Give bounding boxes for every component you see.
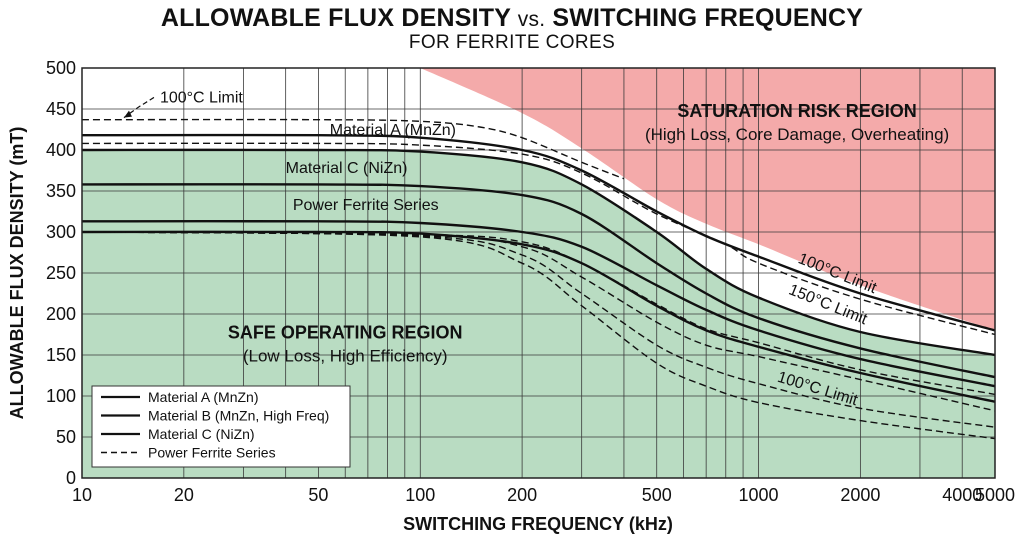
- y-tick-label: 450: [46, 99, 76, 119]
- x-tick-label: 200: [507, 485, 537, 505]
- legend-label: Material C (NiZn): [148, 426, 255, 442]
- saturation-region-title: SATURATION RISK REGION: [677, 101, 916, 121]
- x-tick-label: 100: [405, 485, 435, 505]
- title-vs: vs.: [517, 8, 546, 31]
- curve-annotation: 100°C Limit: [160, 89, 243, 106]
- y-axis-label: ALLOWABLE FLUX DENSITY (mT): [7, 127, 27, 420]
- series-layer: [82, 118, 995, 440]
- x-tick-label: 20: [174, 485, 194, 505]
- x-tick-label: 500: [642, 485, 672, 505]
- curve-annotation: Power Ferrite Series: [293, 197, 439, 214]
- series-line: [82, 231, 995, 440]
- legend: Material A (MnZn) Material B (MnZn, High …: [91, 385, 351, 468]
- y-tick-label: 350: [46, 181, 76, 201]
- legend-label: Material A (MnZn): [148, 389, 258, 405]
- x-tick-label: 50: [308, 485, 328, 505]
- series-line: [82, 118, 625, 180]
- annotation-pointer: [123, 96, 155, 119]
- annotation-arrowhead: [123, 110, 132, 118]
- y-tick-label: 0: [66, 468, 76, 488]
- x-tick-label: 2000: [840, 485, 880, 505]
- series-line: [82, 183, 995, 379]
- title-rest: SWITCHING FREQUENCY: [552, 4, 864, 32]
- y-tick-labels: 0 50 100 150 200 250 300 350 400 450 500: [46, 58, 76, 488]
- y-tick-label: 100: [46, 386, 76, 406]
- y-tick-label: 250: [46, 263, 76, 283]
- chart-title: ALLOWABLE FLUX DENSITY vs. SWITCHING FRE…: [0, 4, 1024, 33]
- region-labels: SATURATION RISK REGION (High Loss, Core D…: [228, 101, 949, 365]
- y-tick-label: 150: [46, 345, 76, 365]
- saturation-region-subtitle: (High Loss, Core Damage, Overheating): [645, 125, 949, 144]
- y-tick-label: 500: [46, 58, 76, 78]
- plot-frame: [81, 67, 996, 479]
- y-tick-label: 300: [46, 222, 76, 242]
- legend-label: Power Ferrite Series: [148, 445, 276, 461]
- chart-subtitle: FOR FERRITE CORES: [408, 32, 616, 53]
- series-line: [82, 133, 995, 332]
- series-line: [82, 142, 995, 336]
- x-tick-label: 10: [72, 485, 92, 505]
- legend-label: Material B (MnZn, High Freq): [148, 408, 329, 424]
- y-tick-label: 200: [46, 304, 76, 324]
- curve-annotation: Material C (NiZn): [286, 160, 408, 177]
- title-main: ALLOWABLE FLUX DENSITY: [160, 4, 511, 32]
- x-tick-label: 1000: [739, 485, 779, 505]
- series-line: [82, 148, 995, 357]
- x-tick-label: 4000: [942, 485, 982, 505]
- y-tick-label: 400: [46, 140, 76, 160]
- x-axis-label: SWITCHING FREQUENCY (kHz): [403, 514, 673, 534]
- safe-region-subtitle: (Low Loss, High Efficiency): [243, 347, 448, 366]
- safe-region-title: SAFE OPERATING REGION: [228, 323, 463, 343]
- curve-annotation: Material A (MnZn): [330, 122, 456, 139]
- legend-box: [91, 385, 351, 468]
- series-line: [82, 230, 995, 403]
- y-tick-label: 50: [56, 427, 76, 447]
- series-line: [82, 220, 995, 388]
- x-tick-label: 5000: [975, 485, 1015, 505]
- saturation-risk-region: [420, 68, 995, 331]
